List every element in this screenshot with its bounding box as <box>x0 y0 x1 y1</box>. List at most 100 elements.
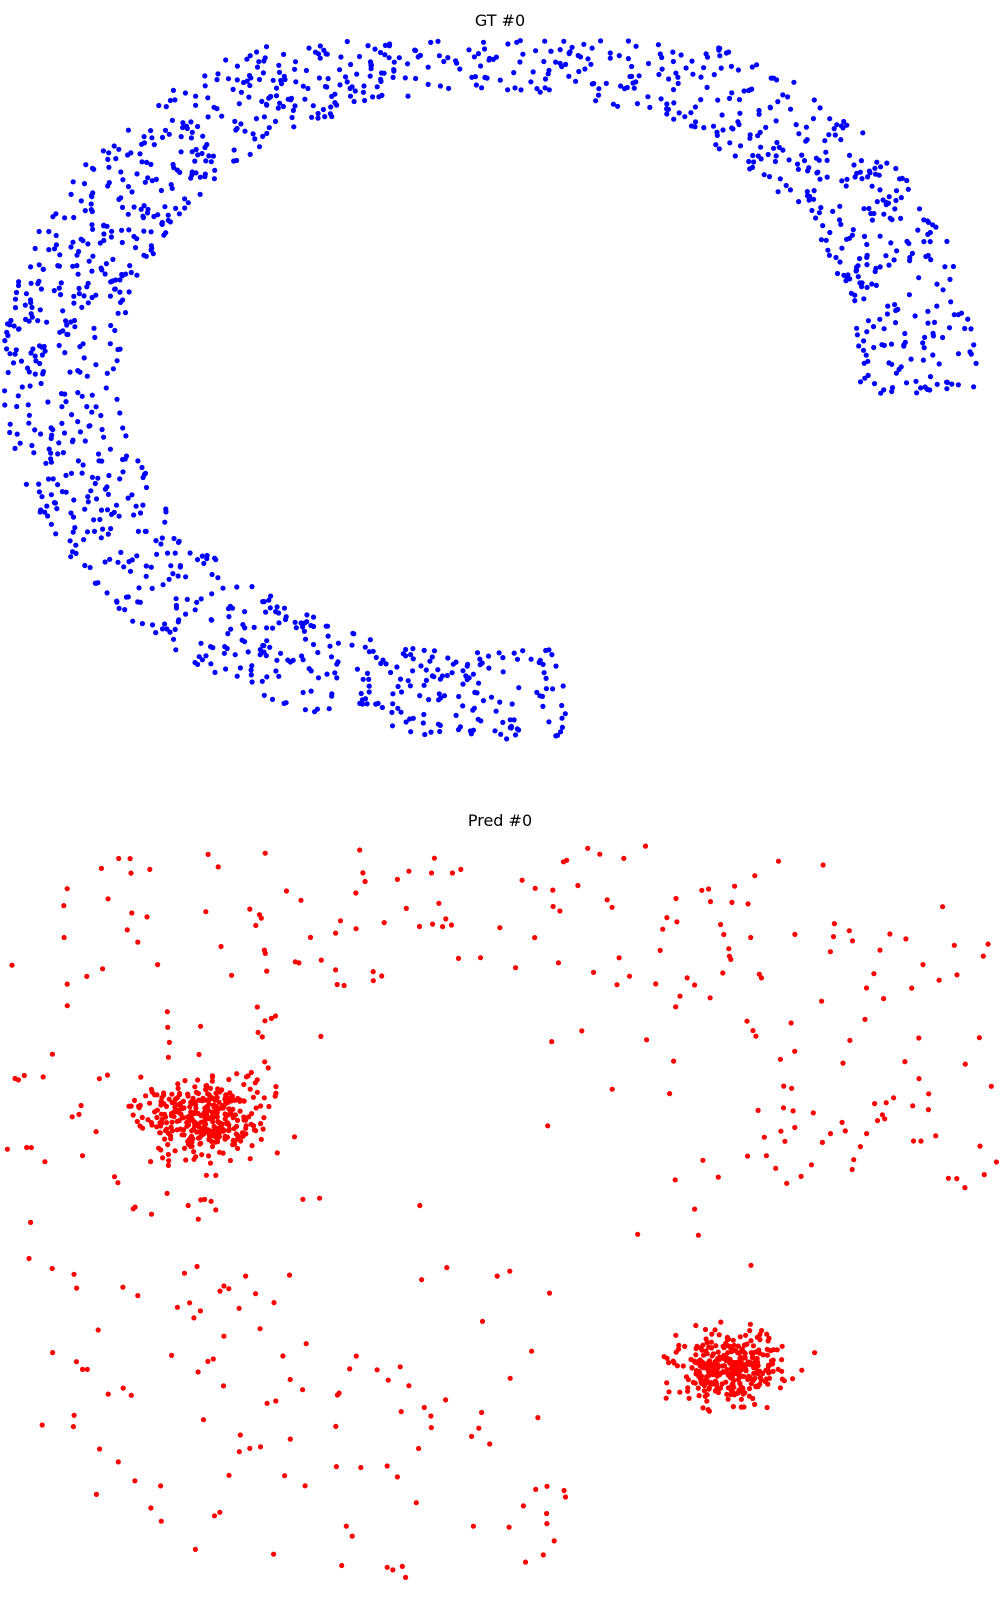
pred-scatter-point <box>300 1387 306 1393</box>
pred-scatter-point <box>318 1033 324 1039</box>
gt-point <box>566 50 572 56</box>
gt-point <box>67 369 73 375</box>
pred-scatter-point <box>544 1483 550 1489</box>
pred-cluster-point <box>675 1346 682 1352</box>
pred-scatter-point <box>268 1015 274 1021</box>
gt-point <box>816 157 822 163</box>
gt-point <box>143 528 149 535</box>
pred-cluster-point <box>192 1084 198 1090</box>
gt-point <box>99 267 105 273</box>
gt-point <box>553 59 559 65</box>
pred-cluster-point <box>765 1368 771 1374</box>
pred-scatter-point <box>881 996 887 1002</box>
pred-scatter-point <box>604 897 610 903</box>
pred-scatter-point <box>379 973 385 979</box>
gt-point <box>290 657 296 663</box>
gt-point <box>933 224 939 230</box>
pred-scatter-point <box>726 946 732 952</box>
gt-point <box>89 194 95 200</box>
gt-point <box>257 647 263 653</box>
pred-scatter-point <box>208 1198 214 1204</box>
gt-point <box>119 271 125 278</box>
gt-point <box>528 656 534 662</box>
pred-scatter-point <box>810 1110 816 1116</box>
gt-point <box>765 151 771 158</box>
gt-point <box>879 342 885 348</box>
gt-point <box>68 554 74 560</box>
pred-scatter-point <box>642 843 649 849</box>
pred-scatter-point <box>343 1523 349 1529</box>
gt-point <box>921 239 927 245</box>
gt-point <box>85 499 91 505</box>
pred-cluster-point <box>231 1126 237 1132</box>
pred-scatter-point <box>357 847 363 853</box>
gt-point <box>281 51 287 58</box>
gt-point <box>886 194 892 200</box>
gt-point <box>200 133 206 139</box>
gt-point <box>589 45 595 51</box>
gt-point <box>836 217 843 223</box>
gt-point <box>149 178 155 184</box>
pred-scatter-point <box>164 1190 170 1196</box>
gt-point <box>169 117 175 123</box>
pred-scatter-point <box>374 1367 380 1373</box>
gt-point <box>711 72 717 78</box>
gt-point <box>542 38 548 44</box>
gt-point <box>52 500 59 506</box>
gt-point <box>74 263 80 269</box>
gt-point <box>865 174 871 180</box>
pred-cluster-point <box>162 1136 168 1142</box>
gt-point <box>741 88 747 94</box>
gt-point <box>962 325 968 332</box>
gt-point <box>766 174 773 180</box>
gt-point <box>560 683 566 689</box>
gt-point <box>852 292 858 298</box>
gt-point <box>46 228 52 235</box>
gt-point <box>817 105 823 111</box>
gt-point <box>536 659 542 666</box>
gt-point <box>647 104 653 110</box>
gt-point <box>123 433 129 439</box>
gt-point <box>158 187 164 194</box>
pred-scatter-point <box>747 1321 754 1327</box>
gt-point <box>772 158 779 165</box>
gt-point <box>143 484 150 491</box>
gt-point <box>68 470 75 476</box>
gt-point <box>35 318 41 324</box>
gt-point <box>302 636 309 642</box>
pred-cluster-point <box>245 1073 251 1079</box>
pred-scatter-point <box>695 1232 702 1238</box>
gt-point <box>101 434 107 440</box>
gt-point <box>282 76 288 83</box>
gt-point <box>120 456 126 463</box>
gt-point <box>543 647 549 654</box>
gt-point <box>211 104 217 110</box>
gt-point <box>396 55 402 61</box>
gt-point <box>391 59 397 65</box>
gt-point <box>471 54 477 60</box>
pred-cluster-point <box>682 1343 688 1349</box>
pred-scatter-point <box>621 855 627 861</box>
gt-point <box>38 507 44 513</box>
pred-scatter-point <box>203 1172 209 1178</box>
pred-cluster-point <box>706 1408 713 1414</box>
gt-point <box>233 127 239 133</box>
pred-cluster-point <box>220 1105 226 1111</box>
gt-point <box>315 115 321 121</box>
gt-point <box>841 118 847 125</box>
pred-scatter-point <box>840 1060 846 1066</box>
gt-point <box>189 172 195 178</box>
gt-point <box>973 360 979 366</box>
gt-point <box>199 150 205 157</box>
pred-scatter-point <box>287 1436 293 1442</box>
gt-point <box>54 506 60 512</box>
gt-point <box>169 185 175 191</box>
gt-point <box>352 88 358 94</box>
gt-point <box>125 127 131 133</box>
gt-point <box>112 286 118 292</box>
gt-point <box>14 403 20 410</box>
gt-point <box>293 625 299 631</box>
pred-cluster-point <box>227 1090 233 1096</box>
pred-cluster-point <box>175 1109 181 1115</box>
pred-cluster-point <box>770 1368 776 1374</box>
